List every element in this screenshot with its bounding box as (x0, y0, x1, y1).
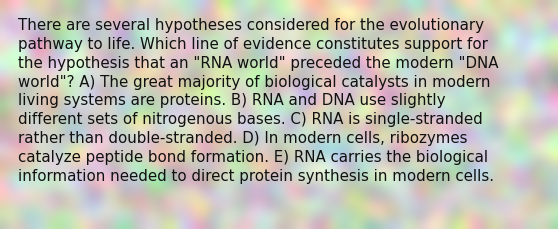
Text: There are several hypotheses considered for the evolutionary
pathway to life. Wh: There are several hypotheses considered … (18, 18, 498, 183)
